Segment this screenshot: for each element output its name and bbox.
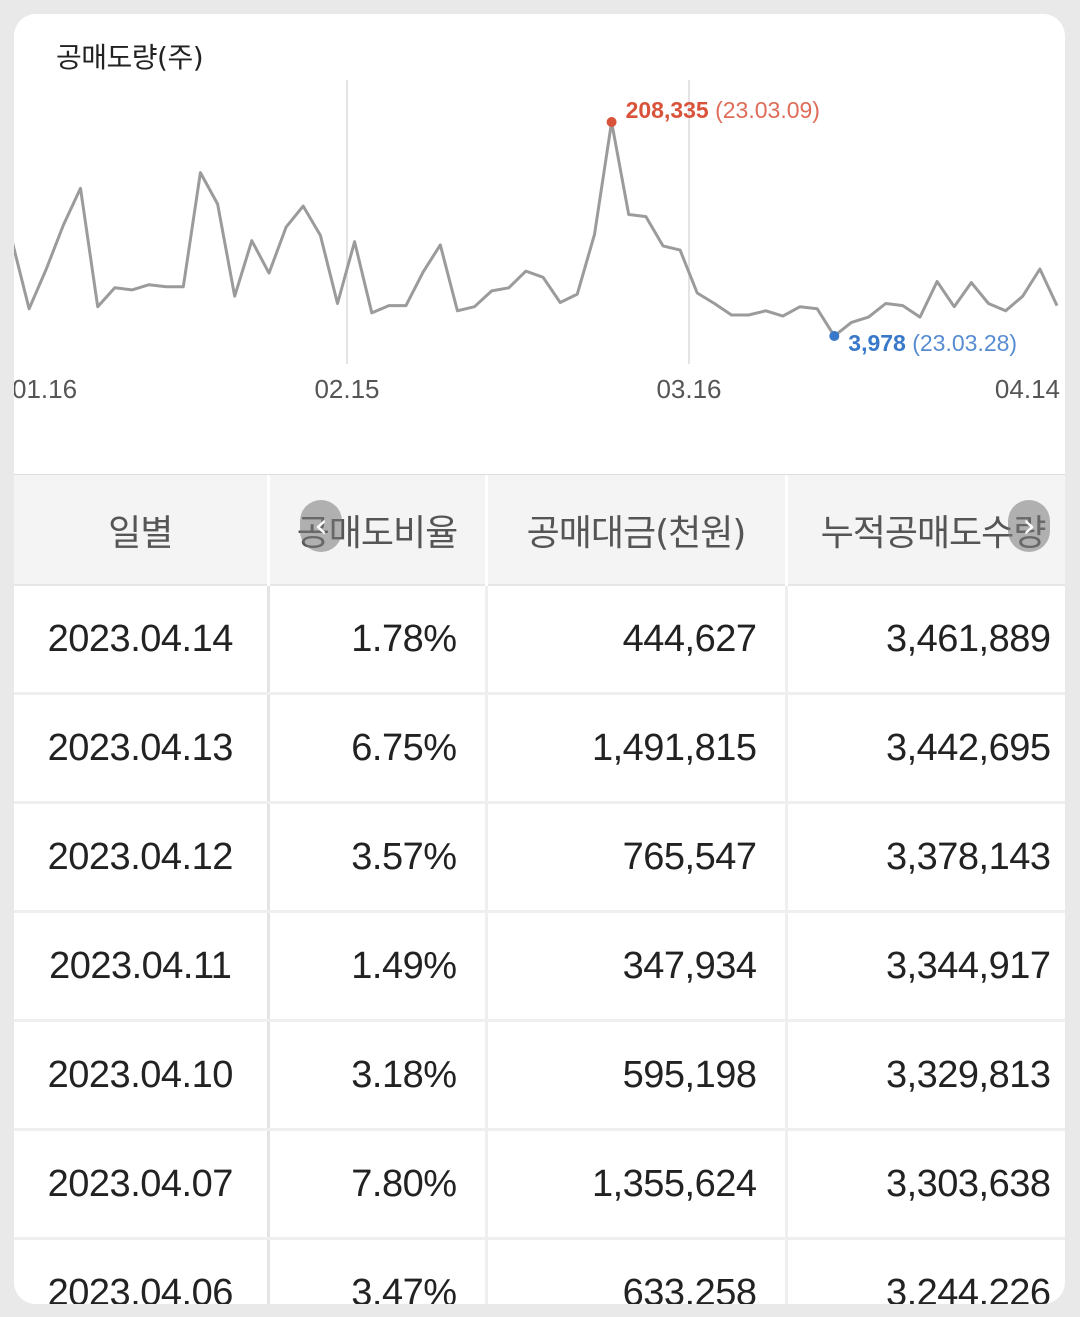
row-date: 2023.04.10	[14, 1020, 270, 1131]
table-row: 2023.04.14 1.78% 444,627 3,461,889	[14, 585, 1065, 695]
chart-title: 공매도량(주)	[56, 41, 204, 74]
row-amount: 595,198	[486, 1020, 788, 1131]
row-date: 2023.04.14	[14, 585, 270, 695]
x-tick-label: 02.15	[314, 374, 379, 404]
row-ratio: 3.57%	[268, 802, 488, 913]
table-row: 2023.04.13 6.75% 1,491,815 3,442,695	[14, 693, 1065, 804]
row-amount: 633,258	[486, 1238, 788, 1304]
row-ratio: 6.75%	[268, 693, 488, 804]
short-selling-table: 일별 공매도비율 공매대금(천원) 누적공매도수량 2023.04.14 1.78…	[14, 475, 1065, 1304]
chevron-left-icon[interactable]: ‹	[300, 500, 342, 552]
table-row: 2023.04.10 3.18% 595,198 3,329,813	[14, 1020, 1065, 1131]
row-amount: 444,627	[486, 585, 788, 695]
row-date: 2023.04.06	[14, 1238, 270, 1304]
row-ratio: 3.18%	[268, 1020, 488, 1131]
column-header-date[interactable]: 일별	[14, 475, 270, 586]
min-point-label: 3,978 (23.03.28)	[848, 330, 1017, 356]
max-point-marker	[606, 117, 617, 127]
table-row: 2023.04.06 3.47% 633,258 3,244,226	[14, 1238, 1065, 1304]
row-cumulative: 3,378,143	[786, 802, 1065, 913]
row-ratio: 7.80%	[268, 1129, 488, 1240]
column-header-cumulative[interactable]: 누적공매도수량	[786, 475, 1065, 586]
column-header-amount[interactable]: 공매대금(천원)	[486, 475, 788, 586]
row-cumulative: 3,344,917	[786, 911, 1065, 1022]
row-ratio: 3.47%	[268, 1238, 488, 1304]
row-cumulative: 3,329,813	[786, 1020, 1065, 1131]
row-ratio: 1.78%	[268, 585, 488, 695]
row-ratio: 1.49%	[268, 911, 488, 1022]
row-amount: 1,491,815	[486, 693, 788, 804]
short-selling-table-container[interactable]: 일별 공매도비율 공매대금(천원) 누적공매도수량 2023.04.14 1.78…	[14, 474, 1065, 1304]
table-header-row: 일별 공매도비율 공매대금(천원) 누적공매도수량	[14, 475, 1065, 586]
row-cumulative: 3,244,226	[786, 1238, 1065, 1304]
short-volume-line	[14, 120, 1059, 338]
row-date: 2023.04.12	[14, 802, 270, 913]
row-cumulative: 3,442,695	[786, 693, 1065, 804]
row-date: 2023.04.07	[14, 1129, 270, 1240]
row-date: 2023.04.11	[14, 911, 270, 1022]
x-tick-label: 01.16	[14, 374, 77, 404]
row-date: 2023.04.13	[14, 693, 270, 804]
chevron-right-icon[interactable]: ›	[1008, 500, 1050, 552]
table-row: 2023.04.12 3.57% 765,547 3,378,143	[14, 802, 1065, 913]
table-row: 2023.04.07 7.80% 1,355,624 3,303,638	[14, 1129, 1065, 1240]
max-point-label: 208,335 (23.03.09)	[626, 97, 820, 123]
min-point-marker	[829, 331, 840, 341]
x-tick-label: 04.14	[995, 374, 1060, 404]
row-cumulative: 3,303,638	[786, 1129, 1065, 1240]
row-amount: 1,355,624	[486, 1129, 788, 1240]
table-row: 2023.04.11 1.49% 347,934 3,344,917	[14, 911, 1065, 1022]
row-cumulative: 3,461,889	[786, 585, 1065, 695]
row-amount: 765,547	[486, 802, 788, 913]
short-volume-chart: 208,335 (23.03.09) 3,978 (23.03.28) 01.16 0…	[14, 80, 1060, 404]
x-tick-label: 03.16	[656, 374, 721, 404]
row-amount: 347,934	[486, 911, 788, 1022]
short-selling-card: 공매도량(주) 208,335 (23.03.09) 3,978 (23.03.2…	[14, 14, 1065, 1304]
